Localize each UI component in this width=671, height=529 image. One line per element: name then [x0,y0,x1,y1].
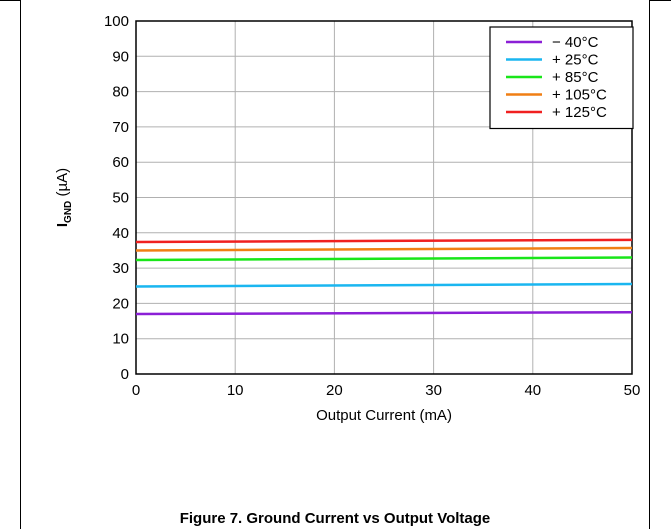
y-tick-label: 40 [112,225,129,242]
series-line [135,256,633,262]
y-tick-label: 20 [112,295,129,312]
figure-caption: Figure 7. Ground Current vs Output Volta… [179,510,491,527]
series-line [135,282,633,288]
x-tick-label: 40 [524,382,541,399]
plot-area-border [135,20,633,375]
series-line [135,310,633,316]
legend-label: + 25°C [552,52,599,69]
series-line [135,238,633,244]
y-tick-label: 60 [112,154,129,171]
x-tick-label: 30 [425,382,442,399]
x-tick-label: 0 [132,382,140,399]
legend-label: + 105°C [552,87,607,104]
legend-label: + 85°C [552,69,599,86]
figure-frame [20,0,650,529]
frame-top-edge-right [650,0,671,1]
x-tick-label: 20 [326,382,343,399]
y-axis-title: IGND (µA) [54,168,74,227]
series-line [135,246,633,252]
y-tick-label: 80 [112,84,129,101]
frame-top-edge-left [0,0,20,1]
y-tick-label: 70 [112,119,129,136]
legend-label: − 40°C [552,34,599,51]
x-axis-title: Output Current (mA) [316,407,452,424]
x-tick-label: 50 [624,382,641,399]
y-tick-label: 90 [112,48,129,65]
y-tick-label: 50 [112,190,129,207]
y-tick-label: 30 [112,260,129,277]
y-tick-label: 10 [112,331,129,348]
x-tick-label: 10 [227,382,244,399]
legend-label: + 125°C [552,104,607,121]
y-tick-label: 0 [121,366,129,383]
y-tick-label: 100 [104,13,129,30]
